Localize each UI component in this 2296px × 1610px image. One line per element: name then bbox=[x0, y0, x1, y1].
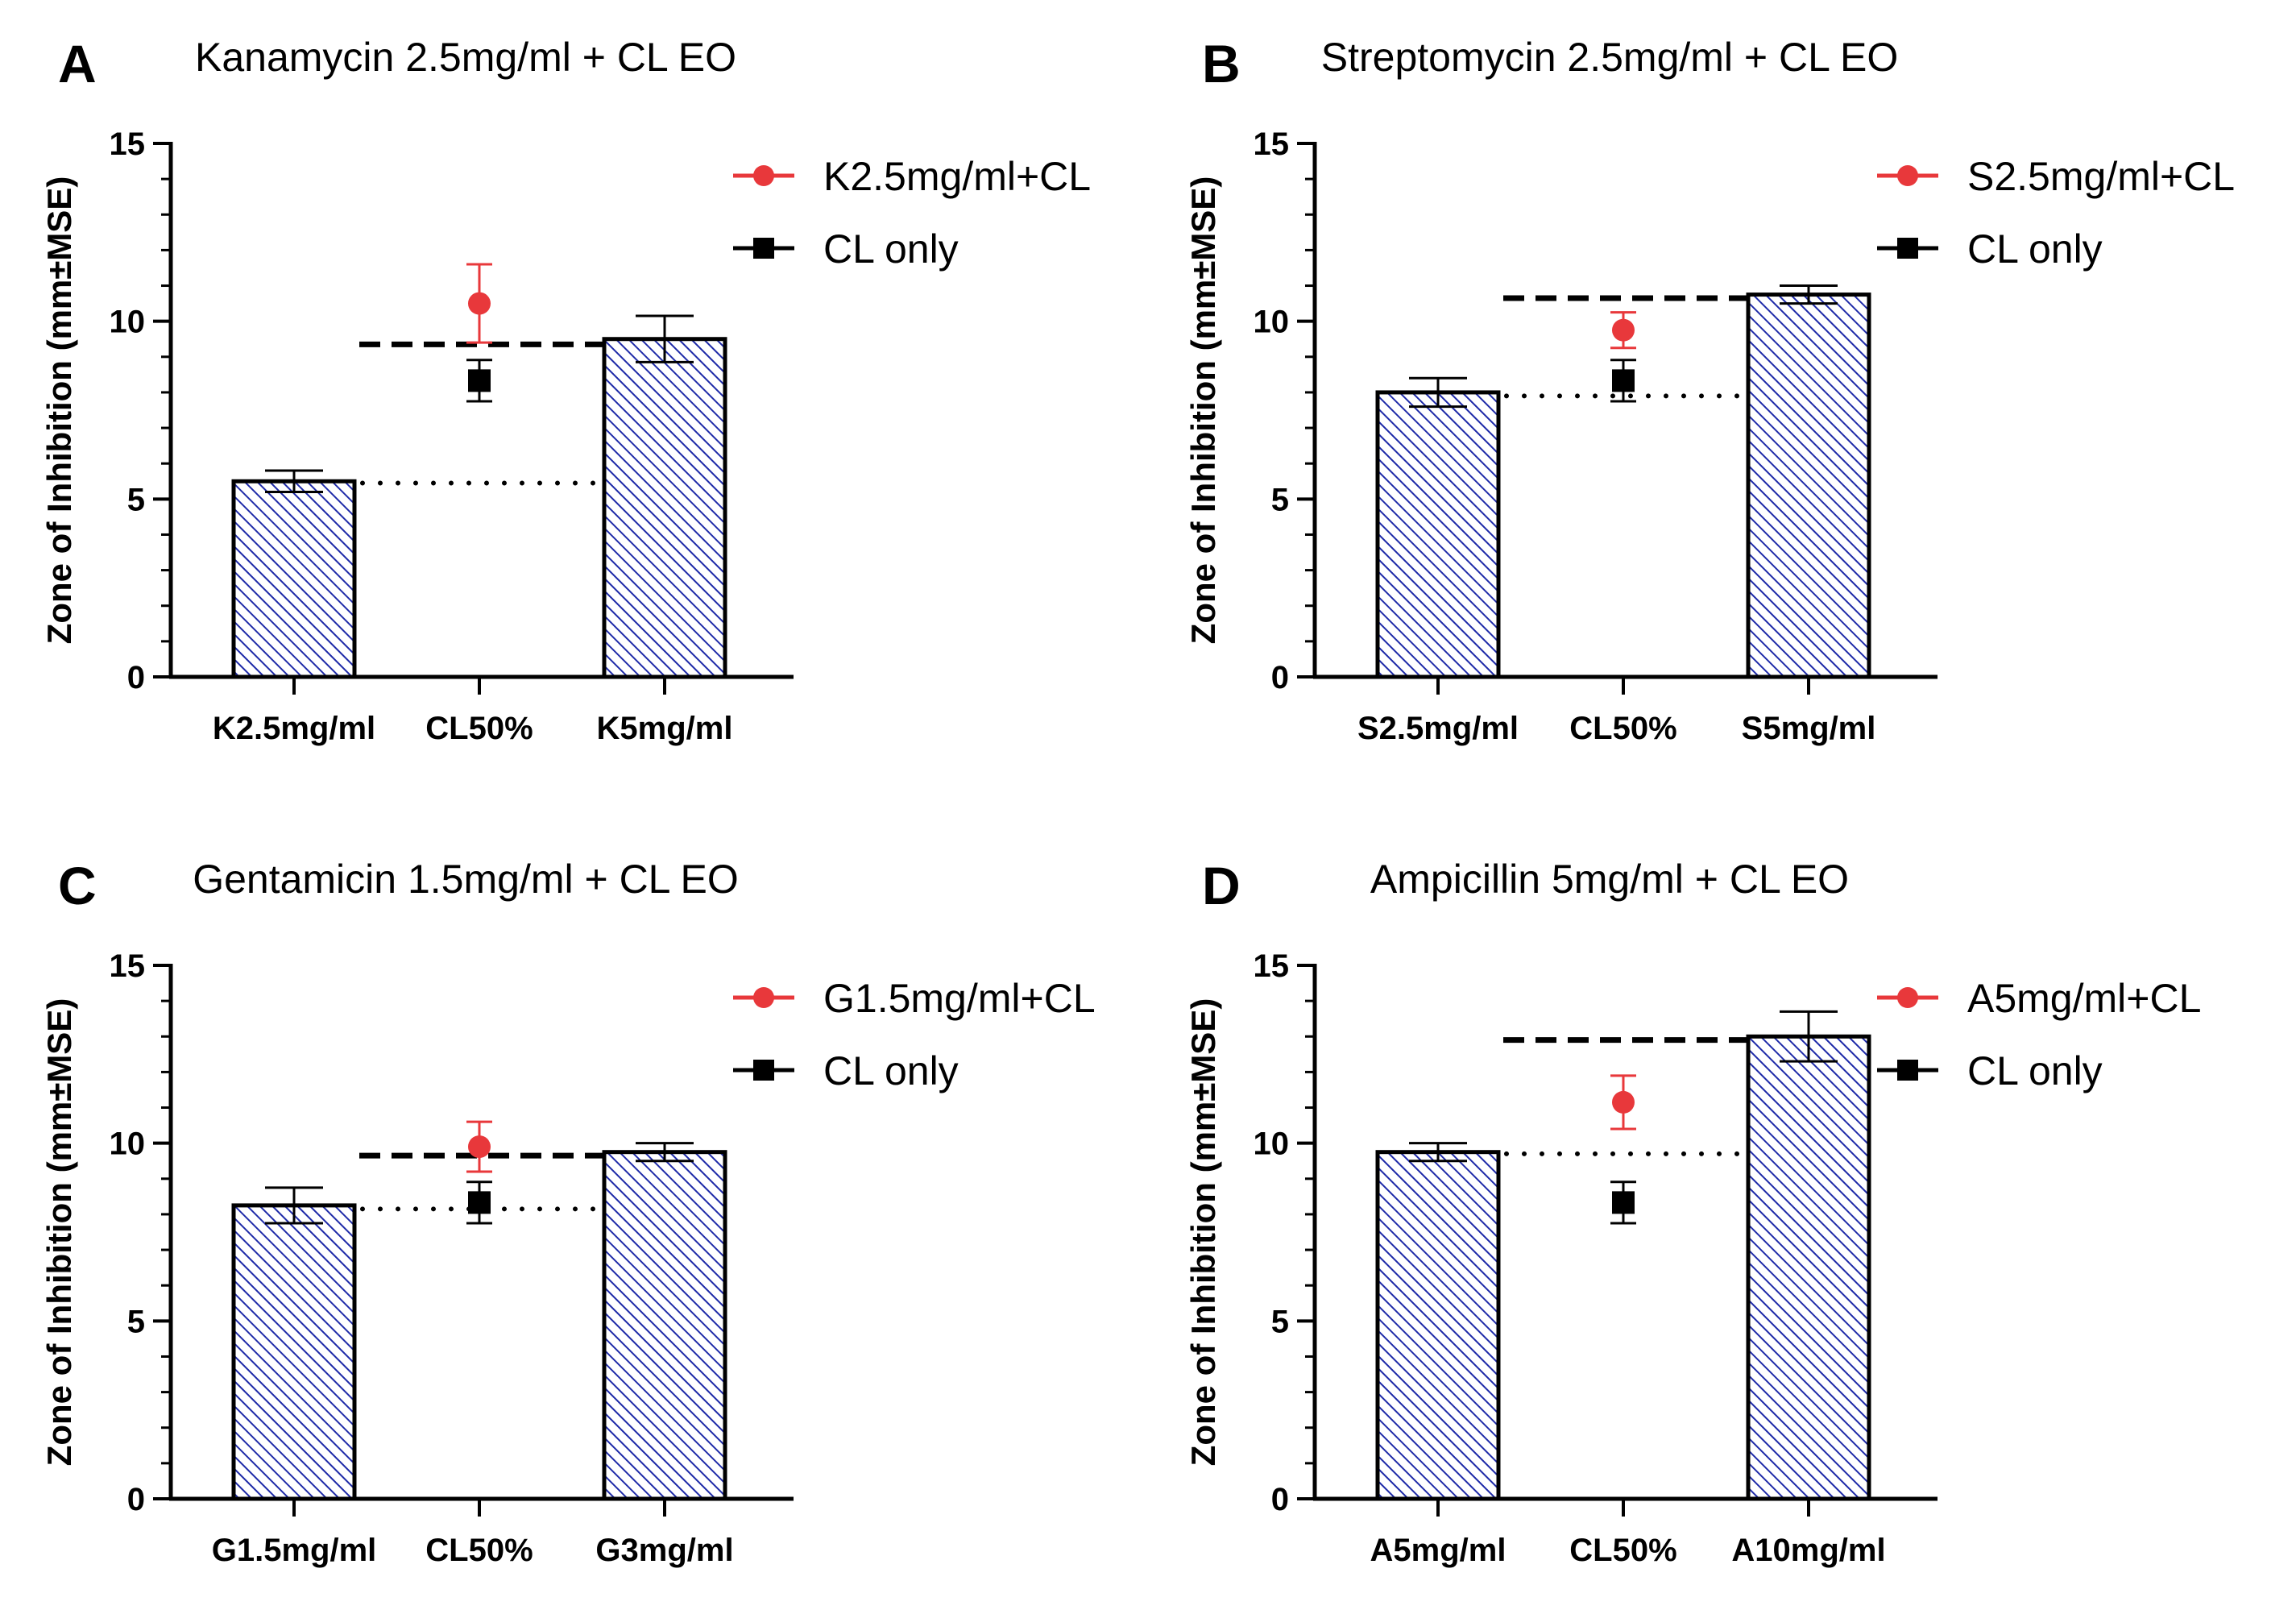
legend-marker-circle bbox=[753, 987, 774, 1008]
x-tick-label: K2.5mg/ml bbox=[213, 711, 375, 746]
x-tick-label: CL50% bbox=[425, 1533, 533, 1568]
y-tick-label: 10 bbox=[110, 1127, 146, 1162]
y-tick-label: 0 bbox=[127, 1482, 145, 1517]
legend-label: K2.5mg/ml+CL bbox=[823, 154, 1091, 199]
panel-d: D Ampicillin 5mg/ml + CL EO Zone of Inhibi… bbox=[1184, 856, 2201, 1568]
x-tick-label: CL50% bbox=[425, 711, 533, 746]
y-tick-label: 5 bbox=[127, 482, 145, 517]
legend-marker-square bbox=[1897, 1060, 1918, 1081]
legend-marker-square bbox=[753, 238, 774, 259]
x-tick-label: A10mg/ml bbox=[1731, 1533, 1885, 1568]
y-tick-label: 0 bbox=[1271, 1482, 1289, 1517]
y-axis-label: Zone of Inhibition (mm±MSE) bbox=[40, 998, 78, 1467]
y-axis-label: Zone of Inhibition (mm±MSE) bbox=[40, 176, 78, 645]
x-tick-label: G3mg/ml bbox=[595, 1533, 733, 1568]
x-tick-label: G1.5mg/ml bbox=[212, 1533, 377, 1568]
panel-letter: D bbox=[1202, 856, 1241, 915]
y-tick-label: 5 bbox=[127, 1304, 145, 1339]
legend-label: CL only bbox=[823, 1048, 959, 1093]
panel-letter: A bbox=[58, 34, 97, 93]
y-tick-label: 10 bbox=[1254, 1127, 1290, 1162]
point-square bbox=[468, 369, 491, 392]
legend-marker-circle bbox=[1897, 165, 1918, 186]
y-tick-label: 10 bbox=[110, 305, 146, 340]
point-circle bbox=[468, 1135, 491, 1159]
bar bbox=[1746, 1034, 1871, 1501]
panel-letter: C bbox=[58, 856, 97, 915]
y-axis-label: Zone of Inhibition (mm±MSE) bbox=[1184, 998, 1222, 1467]
y-tick-label: 15 bbox=[1254, 127, 1290, 162]
point-circle bbox=[1612, 318, 1635, 342]
x-tick-label: CL50% bbox=[1569, 1533, 1676, 1568]
bar bbox=[231, 1203, 357, 1501]
legend-label: CL only bbox=[1967, 1048, 2103, 1093]
y-tick-label: 5 bbox=[1271, 482, 1289, 517]
legend-label: A5mg/ml+CL bbox=[1967, 976, 2201, 1021]
bar bbox=[602, 337, 727, 679]
y-axis-label: Zone of Inhibition (mm±MSE) bbox=[1184, 176, 1222, 645]
legend-marker-circle bbox=[753, 165, 774, 186]
panel-letter: B bbox=[1202, 34, 1241, 93]
bar bbox=[231, 479, 357, 679]
legend-label: G1.5mg/ml+CL bbox=[823, 976, 1096, 1021]
x-tick-label: A5mg/ml bbox=[1370, 1533, 1506, 1568]
point-square bbox=[1612, 369, 1635, 392]
bar bbox=[1375, 1150, 1501, 1501]
legend-marker-circle bbox=[1897, 987, 1918, 1008]
panel-b: B Streptomycin 2.5mg/ml + CL EO Zone of In… bbox=[1184, 34, 2235, 746]
x-tick-label: S2.5mg/ml bbox=[1357, 711, 1519, 746]
point-square bbox=[1612, 1191, 1635, 1214]
chart-title: Ampicillin 5mg/ml + CL EO bbox=[1370, 857, 1849, 902]
point-circle bbox=[468, 292, 491, 315]
chart-title: Gentamicin 1.5mg/ml + CL EO bbox=[193, 857, 739, 902]
panel-c: C Gentamicin 1.5mg/ml + CL EO Zone of Inhi… bbox=[40, 856, 1096, 1568]
legend-label: CL only bbox=[1967, 226, 2103, 272]
panel-a: A Kanamycin 2.5mg/ml + CL EO Zone of Inhib… bbox=[40, 34, 1091, 746]
y-tick-label: 10 bbox=[1254, 305, 1290, 340]
legend-label: S2.5mg/ml+CL bbox=[1967, 154, 2235, 199]
point-square bbox=[468, 1191, 491, 1214]
x-tick-label: K5mg/ml bbox=[597, 711, 733, 746]
y-tick-label: 5 bbox=[1271, 1304, 1289, 1339]
bar bbox=[1375, 390, 1501, 679]
bar bbox=[1746, 293, 1871, 679]
chart-title: Kanamycin 2.5mg/ml + CL EO bbox=[195, 35, 736, 80]
point-circle bbox=[1612, 1090, 1635, 1114]
legend-marker-square bbox=[753, 1060, 774, 1081]
y-tick-label: 0 bbox=[127, 660, 145, 695]
chart-title: Streptomycin 2.5mg/ml + CL EO bbox=[1321, 35, 1898, 80]
legend-label: CL only bbox=[823, 226, 959, 272]
y-tick-label: 15 bbox=[110, 127, 146, 162]
x-tick-label: S5mg/ml bbox=[1742, 711, 1876, 746]
y-tick-label: 0 bbox=[1271, 660, 1289, 695]
bar bbox=[602, 1150, 727, 1501]
y-tick-label: 15 bbox=[1254, 948, 1290, 984]
x-tick-label: CL50% bbox=[1569, 711, 1676, 746]
legend-marker-square bbox=[1897, 238, 1918, 259]
y-tick-label: 15 bbox=[110, 948, 146, 984]
